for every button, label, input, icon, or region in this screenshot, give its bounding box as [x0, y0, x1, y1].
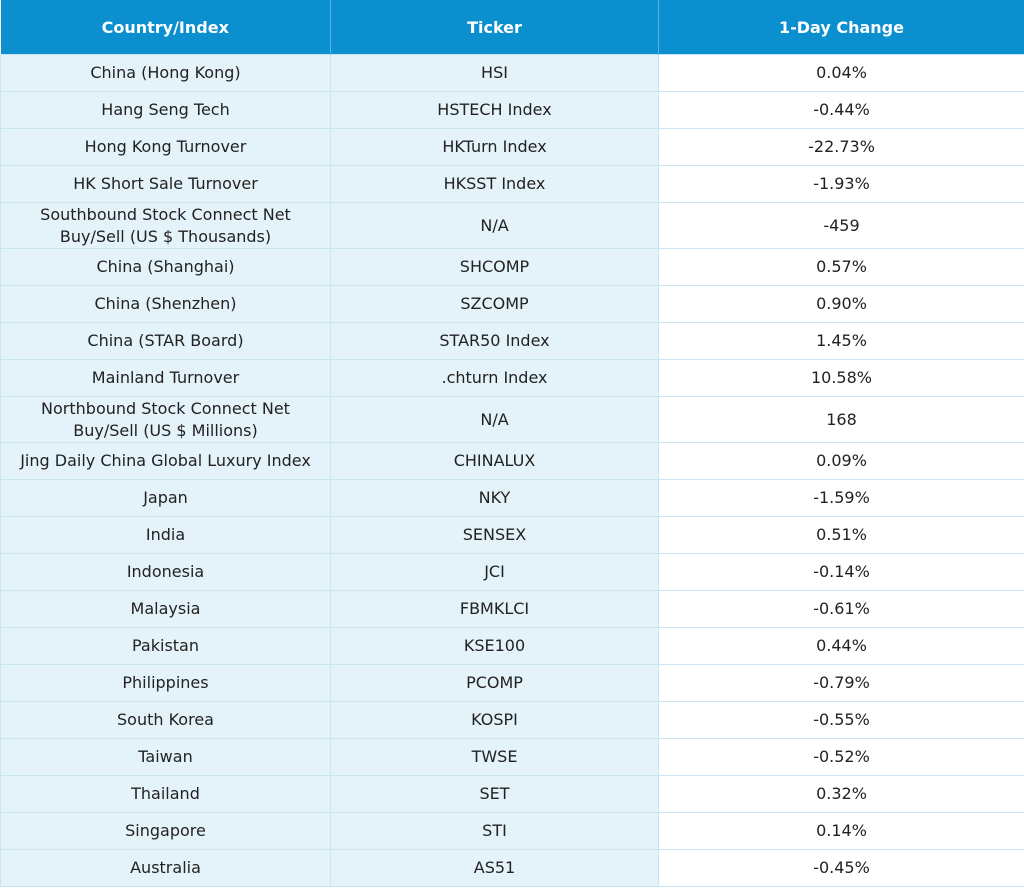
- table-cell: 0.32%: [658, 775, 1024, 813]
- table-cell: Hong Kong Turnover: [0, 128, 331, 166]
- table-cell: PCOMP: [330, 664, 659, 702]
- table-cell: Mainland Turnover: [0, 359, 331, 397]
- table-row: Pakistan KSE100 0.44%: [0, 627, 1024, 665]
- table-cell: NKY: [330, 479, 659, 517]
- table-row: Northbound Stock Connect Net Buy/Sell (U…: [0, 396, 1024, 443]
- table-cell: Singapore: [0, 812, 331, 850]
- table-cell: -0.45%: [658, 849, 1024, 887]
- table-cell: India: [0, 516, 331, 554]
- table-cell: KSE100: [330, 627, 659, 665]
- header-cell: Ticker: [330, 0, 659, 55]
- table-row: HK Short Sale Turnover HKSST Index -1.93%: [0, 165, 1024, 203]
- table-cell: SZCOMP: [330, 285, 659, 323]
- table-cell: TWSE: [330, 738, 659, 776]
- table-row: China (STAR Board) STAR50 Index 1.45%: [0, 322, 1024, 360]
- table-row: Hong Kong Turnover HKTurn Index -22.73%: [0, 128, 1024, 166]
- table-row: Indonesia JCI -0.14%: [0, 553, 1024, 591]
- table-cell: HK Short Sale Turnover: [0, 165, 331, 203]
- table-cell: -0.14%: [658, 553, 1024, 591]
- table-cell: -0.44%: [658, 91, 1024, 129]
- table-cell: N/A: [330, 202, 659, 249]
- table-cell: China (Shenzhen): [0, 285, 331, 323]
- table-row: South Korea KOSPI -0.55%: [0, 701, 1024, 739]
- table-cell: CHINALUX: [330, 442, 659, 480]
- table-cell: China (STAR Board): [0, 322, 331, 360]
- header-cell: 1-Day Change: [658, 0, 1024, 55]
- header-cell: Country/Index: [0, 0, 331, 55]
- table-row: Australia AS51 -0.45%: [0, 849, 1024, 887]
- table-cell: -1.59%: [658, 479, 1024, 517]
- table-body: China (Hong Kong) HSI 0.04% Hang Seng Tech H…: [0, 54, 1024, 887]
- table-row: Hang Seng Tech HSTECH Index -0.44%: [0, 91, 1024, 129]
- table-row: Philippines PCOMP -0.79%: [0, 664, 1024, 702]
- table-cell: SHCOMP: [330, 248, 659, 286]
- table-cell: -0.61%: [658, 590, 1024, 628]
- table-cell: 0.09%: [658, 442, 1024, 480]
- table-cell: 0.51%: [658, 516, 1024, 554]
- table-head: Country/Index Ticker 1-Day Change: [0, 0, 1024, 55]
- table-cell: -1.93%: [658, 165, 1024, 203]
- table-cell: Taiwan: [0, 738, 331, 776]
- table-cell: KOSPI: [330, 701, 659, 739]
- table-cell: 0.04%: [658, 54, 1024, 92]
- table-cell: -0.55%: [658, 701, 1024, 739]
- table-row: Singapore STI 0.14%: [0, 812, 1024, 850]
- table-cell: HKSST Index: [330, 165, 659, 203]
- table-cell: STAR50 Index: [330, 322, 659, 360]
- table-cell: Hang Seng Tech: [0, 91, 331, 129]
- table-cell: -0.52%: [658, 738, 1024, 776]
- table-cell: 168: [658, 396, 1024, 443]
- table-cell: Thailand: [0, 775, 331, 813]
- table-cell: HKTurn Index: [330, 128, 659, 166]
- table-cell: South Korea: [0, 701, 331, 739]
- table-row: India SENSEX 0.51%: [0, 516, 1024, 554]
- table-cell: 0.44%: [658, 627, 1024, 665]
- table-cell: Southbound Stock Connect Net Buy/Sell (U…: [0, 202, 331, 249]
- table-cell: -0.79%: [658, 664, 1024, 702]
- table-cell: Malaysia: [0, 590, 331, 628]
- table-row: China (Shenzhen) SZCOMP 0.90%: [0, 285, 1024, 323]
- table-cell: -459: [658, 202, 1024, 249]
- table-cell: N/A: [330, 396, 659, 443]
- table-row: Jing Daily China Global Luxury Index CHIN…: [0, 442, 1024, 480]
- table-row: Southbound Stock Connect Net Buy/Sell (U…: [0, 202, 1024, 249]
- table-cell: FBMKLCI: [330, 590, 659, 628]
- table-cell: Philippines: [0, 664, 331, 702]
- table-cell: 0.90%: [658, 285, 1024, 323]
- table-cell: Japan: [0, 479, 331, 517]
- table-cell: SENSEX: [330, 516, 659, 554]
- table-cell: -22.73%: [658, 128, 1024, 166]
- table-cell: HSTECH Index: [330, 91, 659, 129]
- table-cell: STI: [330, 812, 659, 850]
- table-row: Mainland Turnover .chturn Index 10.58%: [0, 359, 1024, 397]
- table-row: China (Shanghai) SHCOMP 0.57%: [0, 248, 1024, 286]
- table-cell: AS51: [330, 849, 659, 887]
- table-cell: HSI: [330, 54, 659, 92]
- table-cell: .chturn Index: [330, 359, 659, 397]
- table-cell: Jing Daily China Global Luxury Index: [0, 442, 331, 480]
- table-cell: Northbound Stock Connect Net Buy/Sell (U…: [0, 396, 331, 443]
- table-cell: 0.14%: [658, 812, 1024, 850]
- table-row: Thailand SET 0.32%: [0, 775, 1024, 813]
- table-cell: 10.58%: [658, 359, 1024, 397]
- table-row: Taiwan TWSE -0.52%: [0, 738, 1024, 776]
- table-cell: SET: [330, 775, 659, 813]
- table-cell: China (Hong Kong): [0, 54, 331, 92]
- header-row: Country/Index Ticker 1-Day Change: [0, 0, 1024, 55]
- table-cell: JCI: [330, 553, 659, 591]
- table-cell: 1.45%: [658, 322, 1024, 360]
- table-cell: 0.57%: [658, 248, 1024, 286]
- table-cell: Australia: [0, 849, 331, 887]
- table-row: China (Hong Kong) HSI 0.04%: [0, 54, 1024, 92]
- table-cell: China (Shanghai): [0, 248, 331, 286]
- table-cell: Indonesia: [0, 553, 331, 591]
- table-row: Japan NKY -1.59%: [0, 479, 1024, 517]
- table-row: Malaysia FBMKLCI -0.61%: [0, 590, 1024, 628]
- table-cell: Pakistan: [0, 627, 331, 665]
